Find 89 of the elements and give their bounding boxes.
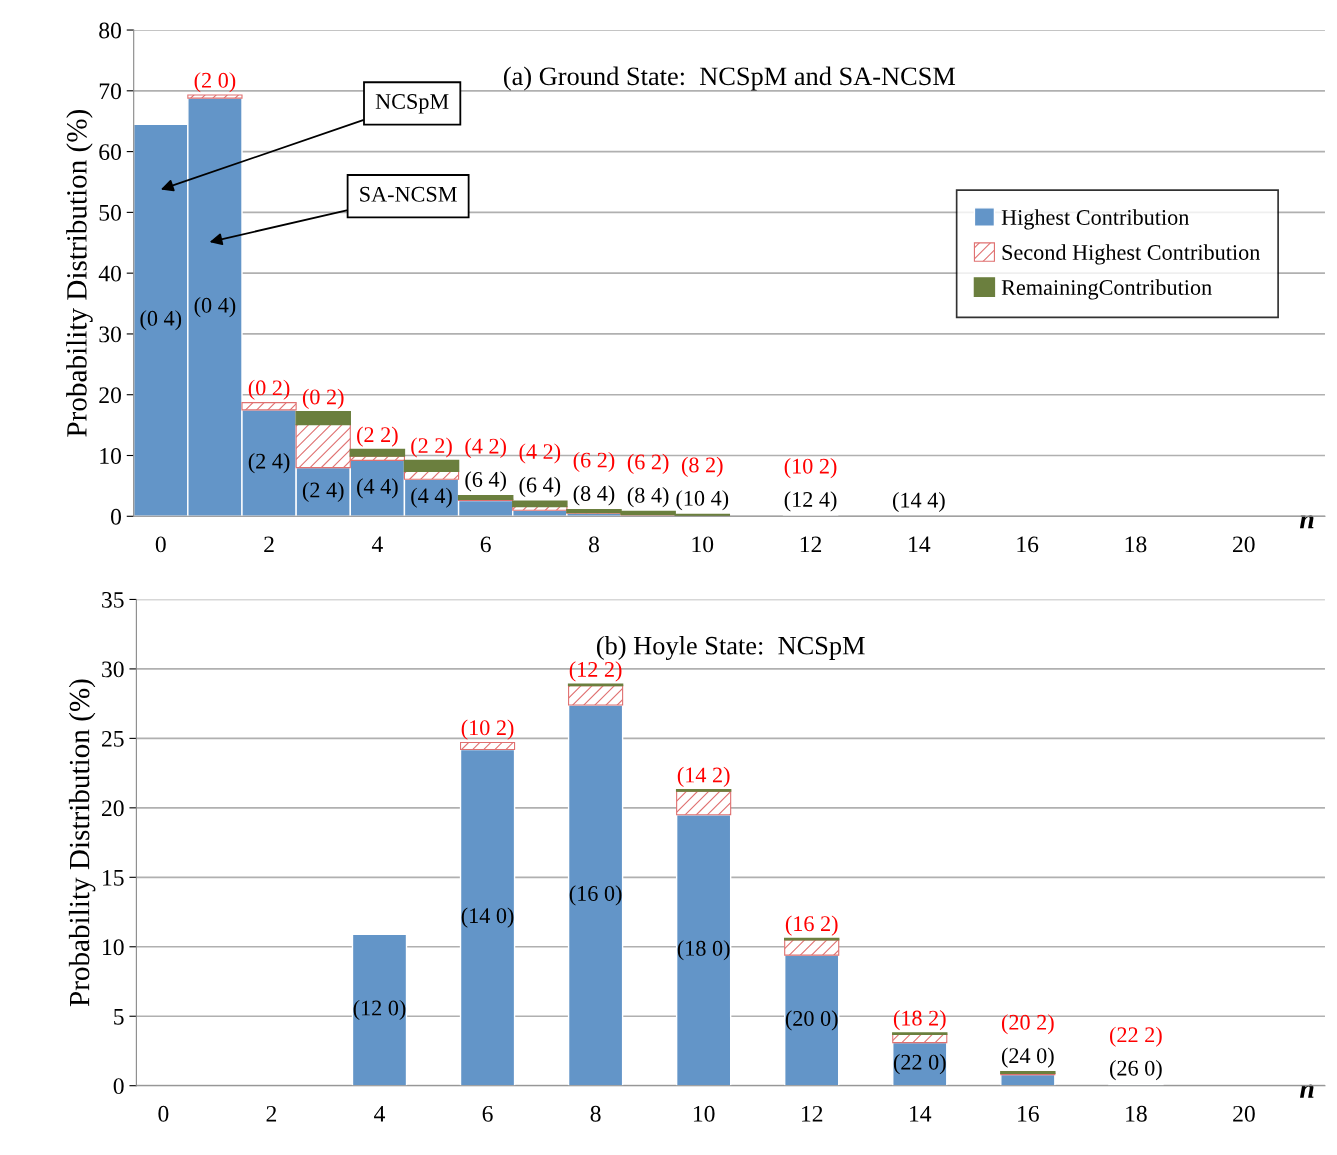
legend-label: Second Highest Contribution bbox=[1002, 244, 1260, 265]
data-label: (6 4) bbox=[519, 476, 561, 497]
y-tick-label: 50 bbox=[99, 204, 121, 221]
data-label: (0 2) bbox=[248, 379, 290, 400]
data-label: (4 2) bbox=[465, 437, 506, 459]
x-tick-label: 4 bbox=[371, 536, 383, 553]
data-label: (12 0) bbox=[353, 999, 406, 1021]
x-tick-label: 8 bbox=[590, 1105, 601, 1122]
y-tick-label: 10 bbox=[100, 447, 121, 464]
data-label: (14 2) bbox=[677, 766, 730, 787]
annotation: NCSpM bbox=[375, 94, 449, 114]
annotation: SA-NCSM bbox=[360, 186, 457, 202]
y-axis-title: Probability Distribution (%) bbox=[66, 109, 93, 437]
x-tick-label: 14 bbox=[910, 1105, 932, 1122]
data-label: (24 0) bbox=[1001, 1047, 1054, 1068]
data-label: (18 0) bbox=[677, 940, 730, 961]
x-tick-label: 18 bbox=[1125, 536, 1147, 553]
data-label: (26 0) bbox=[1110, 1059, 1162, 1081]
x-tick-label: 12 bbox=[801, 1105, 823, 1122]
y-tick-label: 15 bbox=[103, 869, 124, 886]
text: (a) Ground State: NCSpM and SA-NCSM bbox=[503, 66, 956, 91]
x-tick-label: 0 bbox=[155, 536, 166, 553]
x-tick-label: 0 bbox=[158, 1105, 169, 1122]
data-label: (0 2) bbox=[302, 388, 344, 409]
data-label: (2 2) bbox=[411, 437, 452, 458]
x-tick-label: 14 bbox=[909, 536, 931, 553]
y-tick-label: 5 bbox=[114, 1008, 124, 1025]
y-tick-label: 20 bbox=[99, 387, 121, 404]
y-tick-label: 40 bbox=[98, 265, 121, 282]
x-axis-title: n bbox=[1299, 1084, 1314, 1098]
data-label: (2 4) bbox=[302, 481, 344, 503]
data-label: (14 0) bbox=[461, 907, 514, 928]
data-label: (20 2) bbox=[1001, 1014, 1054, 1035]
y-tick-label: 10 bbox=[103, 939, 124, 956]
x-tick-label: 16 bbox=[1018, 1105, 1039, 1122]
x-axis-title: n bbox=[1299, 515, 1314, 529]
data-label: (8 4) bbox=[573, 485, 615, 506]
x-tick-label: 2 bbox=[264, 536, 274, 553]
y-tick-label: 25 bbox=[101, 730, 124, 747]
y-tick-label: 35 bbox=[102, 592, 124, 608]
x-tick-label: 6 bbox=[480, 536, 491, 553]
data-label: (16 0) bbox=[569, 885, 622, 906]
x-tick-label: 10 bbox=[693, 1105, 715, 1122]
data-label: (14 4) bbox=[892, 491, 945, 513]
data-label: (4 4) bbox=[357, 478, 398, 499]
data-label: (12 4) bbox=[784, 491, 837, 512]
y-tick-label: 60 bbox=[99, 144, 121, 161]
legend-label: RemainingContribution bbox=[1001, 279, 1212, 300]
data-label: (12 2) bbox=[569, 661, 622, 682]
x-tick-label: 18 bbox=[1126, 1105, 1147, 1122]
data-label: (10 2) bbox=[784, 458, 837, 479]
y-tick-label: 80 bbox=[99, 22, 121, 39]
data-label: (6 4) bbox=[465, 471, 506, 492]
x-tick-label: 6 bbox=[482, 1105, 493, 1122]
y-tick-label: 0 bbox=[110, 508, 121, 525]
x-tick-label: 20 bbox=[1232, 536, 1255, 553]
x-tick-label: 20 bbox=[1233, 1105, 1255, 1122]
data-label: (6 2) bbox=[573, 451, 615, 473]
y-tick-label: 70 bbox=[99, 83, 121, 100]
x-tick-label: 16 bbox=[1017, 536, 1039, 553]
legend-label: Highest Contribution bbox=[1001, 209, 1190, 230]
data-label: (0 4) bbox=[140, 310, 182, 331]
x-tick-label: 8 bbox=[588, 536, 599, 553]
data-label: (10 2) bbox=[461, 719, 514, 740]
data-label: (4 4) bbox=[411, 487, 452, 508]
data-label: (10 4) bbox=[676, 490, 729, 511]
y-tick-label: 20 bbox=[101, 800, 124, 817]
x-tick-label: 10 bbox=[692, 536, 714, 553]
data-label: (2 2) bbox=[357, 426, 398, 447]
data-label: (2 4) bbox=[248, 453, 290, 474]
data-label: (22 0) bbox=[893, 1054, 946, 1075]
y-tick-label: 0 bbox=[113, 1078, 124, 1095]
data-label: (16 2) bbox=[785, 915, 838, 936]
data-label: (4 2) bbox=[519, 443, 561, 464]
data-label: (22 2) bbox=[1110, 1026, 1162, 1047]
y-tick-label: 30 bbox=[99, 326, 121, 343]
y-tick-label: 30 bbox=[102, 661, 124, 678]
text: (b) Hoyle State: NCSpM bbox=[596, 636, 865, 661]
data-label: (20 0) bbox=[785, 1010, 838, 1031]
y-axis-title: Probability Distribution (%) bbox=[68, 679, 96, 1007]
data-label: (2 0) bbox=[194, 72, 236, 93]
data-label: (8 4) bbox=[627, 487, 669, 508]
data-label: (18 2) bbox=[893, 1009, 946, 1031]
data-label: (0 4) bbox=[194, 297, 236, 318]
data-label: (6 2) bbox=[627, 453, 669, 474]
x-tick-label: 2 bbox=[266, 1105, 277, 1122]
data-label: (8 2) bbox=[681, 456, 723, 477]
x-tick-label: 12 bbox=[800, 536, 822, 553]
x-tick-label: 4 bbox=[374, 1105, 386, 1122]
